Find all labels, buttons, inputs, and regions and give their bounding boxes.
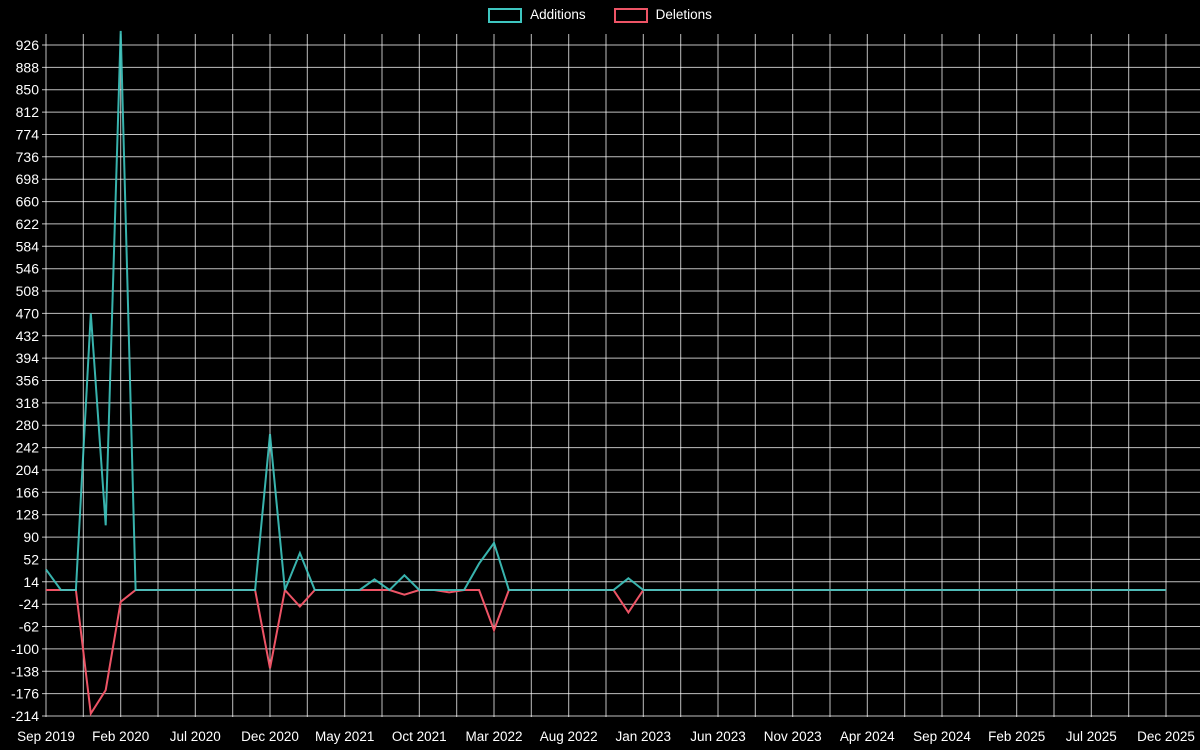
svg-text:432: 432 bbox=[16, 328, 40, 344]
svg-text:Mar 2022: Mar 2022 bbox=[465, 729, 522, 744]
svg-text:Feb 2025: Feb 2025 bbox=[988, 729, 1045, 744]
svg-text:660: 660 bbox=[16, 194, 40, 210]
svg-text:698: 698 bbox=[16, 171, 40, 187]
svg-text:-24: -24 bbox=[19, 596, 39, 612]
svg-text:Jan 2023: Jan 2023 bbox=[616, 729, 672, 744]
svg-text:736: 736 bbox=[16, 149, 40, 165]
x-axis-labels: Sep 2019 Feb 2020 Jul 2020 Dec 2020 May 2021… bbox=[17, 729, 1195, 744]
svg-text:926: 926 bbox=[16, 37, 40, 53]
gridlines bbox=[42, 34, 1200, 717]
svg-text:128: 128 bbox=[16, 507, 40, 523]
svg-text:166: 166 bbox=[16, 484, 40, 500]
svg-text:Jun 2023: Jun 2023 bbox=[690, 729, 746, 744]
svg-text:204: 204 bbox=[16, 462, 40, 478]
svg-text:850: 850 bbox=[16, 82, 40, 98]
legend-label-additions: Additions bbox=[530, 7, 586, 22]
legend-item-additions[interactable]: Additions bbox=[488, 7, 586, 23]
legend-item-deletions[interactable]: Deletions bbox=[613, 7, 712, 23]
svg-text:May 2021: May 2021 bbox=[315, 729, 374, 744]
svg-text:242: 242 bbox=[16, 440, 40, 456]
svg-text:Jul 2020: Jul 2020 bbox=[170, 729, 221, 744]
svg-text:470: 470 bbox=[16, 305, 40, 321]
legend-label-deletions: Deletions bbox=[655, 7, 712, 22]
svg-text:-138: -138 bbox=[11, 663, 39, 679]
svg-text:Dec 2020: Dec 2020 bbox=[241, 729, 299, 744]
svg-text:Oct 2021: Oct 2021 bbox=[392, 729, 447, 744]
svg-text:888: 888 bbox=[16, 59, 40, 75]
svg-text:394: 394 bbox=[16, 350, 40, 366]
additions-swatch bbox=[488, 7, 523, 23]
svg-text:546: 546 bbox=[16, 261, 40, 277]
svg-text:Jul 2025: Jul 2025 bbox=[1066, 729, 1117, 744]
svg-text:622: 622 bbox=[16, 216, 40, 232]
svg-text:Aug 2022: Aug 2022 bbox=[540, 729, 598, 744]
svg-text:Sep 2019: Sep 2019 bbox=[17, 729, 75, 744]
svg-text:Nov 2023: Nov 2023 bbox=[764, 729, 822, 744]
svg-text:14: 14 bbox=[23, 574, 39, 590]
svg-text:-176: -176 bbox=[11, 686, 39, 702]
svg-text:356: 356 bbox=[16, 373, 40, 389]
svg-text:318: 318 bbox=[16, 395, 40, 411]
svg-text:584: 584 bbox=[16, 238, 40, 254]
svg-text:Dec 2025: Dec 2025 bbox=[1137, 729, 1195, 744]
svg-text:280: 280 bbox=[16, 417, 40, 433]
svg-text:90: 90 bbox=[23, 529, 39, 545]
svg-text:-214: -214 bbox=[11, 708, 39, 724]
additions-line bbox=[45, 30, 1166, 592]
svg-text:508: 508 bbox=[16, 283, 40, 299]
svg-text:52: 52 bbox=[23, 551, 39, 567]
svg-text:Apr 2024: Apr 2024 bbox=[840, 729, 895, 744]
svg-text:Sep 2024: Sep 2024 bbox=[913, 729, 971, 744]
svg-text:774: 774 bbox=[16, 127, 40, 143]
deletions-swatch bbox=[613, 7, 648, 23]
svg-text:Feb 2020: Feb 2020 bbox=[92, 729, 149, 744]
svg-text:812: 812 bbox=[16, 104, 40, 120]
legend: Additions Deletions bbox=[0, 7, 1200, 23]
svg-text:-100: -100 bbox=[11, 641, 39, 657]
y-axis-labels: 926 888 850 812 774 736 698 660 622 584 546 508 470 4… bbox=[11, 37, 39, 724]
svg-text:-62: -62 bbox=[19, 619, 39, 635]
